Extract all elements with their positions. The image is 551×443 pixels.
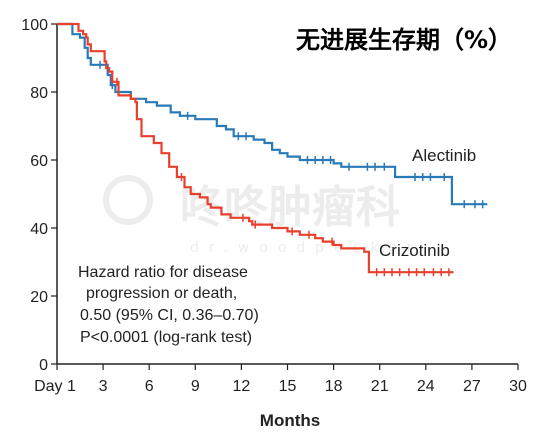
y-tick-label: 0: [39, 357, 48, 374]
y-tick-label: 60: [30, 153, 48, 170]
x-tick-label: 15: [279, 378, 297, 395]
x-tick-label: 30: [509, 378, 527, 395]
x-tick-label: 18: [325, 378, 343, 395]
x-tick-label: 24: [417, 378, 435, 395]
hazard-note-line-1: Hazard ratio for disease: [78, 264, 248, 281]
series-line-alectinib: [57, 22, 488, 206]
x-tick-label: 12: [233, 378, 251, 395]
series-label-alectinib: Alectinib: [412, 146, 476, 165]
y-tick-label: 20: [30, 289, 48, 306]
series-label-crizotinib: Crizotinib: [379, 241, 450, 260]
y-axis-ticks: 0 20 40 60 80 100: [21, 17, 57, 374]
watermark-logo: 咚咚肿瘤科 dr.woodpecker: [103, 175, 422, 256]
hazard-note-line-4: P<0.0001 (log-rank test): [80, 329, 252, 346]
x-axis-label: Months: [260, 411, 320, 430]
series-layer: [57, 22, 488, 277]
x-tick-label: Day 1: [34, 378, 76, 395]
x-tick-label: 21: [371, 378, 389, 395]
x-tick-label: 6: [145, 378, 154, 395]
x-axis-ticks: Day 1 3 6 9 12 15 18 21 24 27 30: [34, 364, 527, 395]
y-tick-label: 100: [21, 17, 48, 34]
series-line-crizotinib: [57, 22, 454, 274]
chart-title: 无进展生存期（%）: [296, 26, 512, 54]
x-tick-label: 27: [463, 378, 481, 395]
y-tick-label: 40: [30, 221, 48, 238]
svg-text:dr.woodpecker: dr.woodpecker: [190, 240, 422, 256]
x-tick-label: 9: [191, 378, 200, 395]
y-tick-label: 80: [30, 85, 48, 102]
hazard-note-line-3: 0.50 (95% CI, 0.36–0.70): [80, 307, 259, 324]
hazard-note-line-2: progression or death,: [86, 285, 237, 302]
x-tick-label: 3: [99, 378, 108, 395]
